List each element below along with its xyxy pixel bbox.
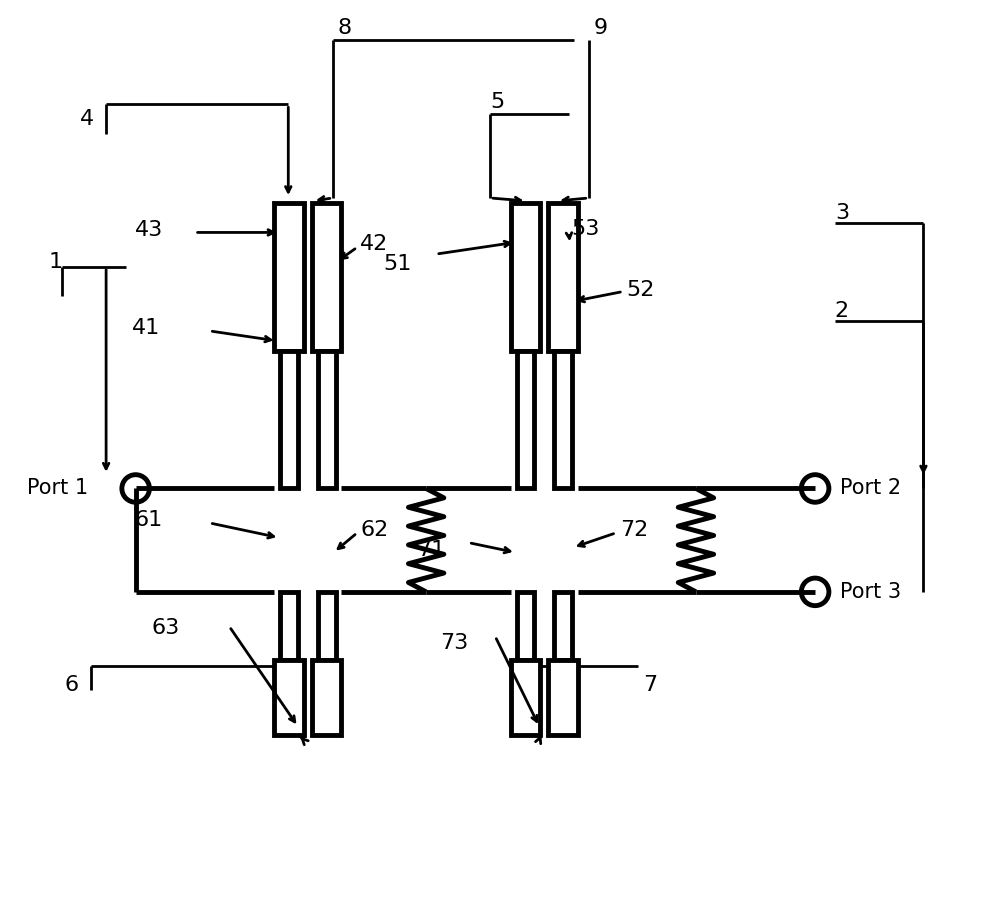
- Bar: [312, 203, 341, 352]
- Text: 41: 41: [132, 318, 160, 338]
- Text: 7: 7: [643, 675, 657, 695]
- Bar: [318, 592, 336, 661]
- Bar: [280, 352, 298, 488]
- Bar: [554, 592, 572, 661]
- Text: 4: 4: [80, 109, 94, 129]
- Text: 71: 71: [418, 540, 446, 560]
- Text: 3: 3: [835, 203, 849, 223]
- Text: 51: 51: [383, 254, 411, 274]
- Text: 53: 53: [571, 219, 599, 239]
- Text: 61: 61: [135, 510, 163, 530]
- Text: 43: 43: [135, 221, 163, 241]
- Text: 9: 9: [594, 17, 608, 37]
- Text: 1: 1: [49, 252, 63, 272]
- Bar: [517, 592, 534, 661]
- Text: 42: 42: [360, 235, 388, 255]
- Bar: [511, 203, 540, 352]
- Text: 63: 63: [152, 618, 180, 638]
- Bar: [554, 352, 572, 488]
- Bar: [280, 592, 298, 661]
- Text: 5: 5: [490, 93, 504, 113]
- Bar: [318, 352, 336, 488]
- Text: Port 2: Port 2: [840, 478, 901, 498]
- Text: 52: 52: [626, 280, 654, 300]
- Bar: [511, 661, 540, 734]
- Text: 72: 72: [620, 520, 648, 540]
- Bar: [517, 352, 534, 488]
- Bar: [548, 661, 578, 734]
- Text: 6: 6: [64, 675, 79, 695]
- Text: 8: 8: [338, 17, 352, 37]
- Bar: [274, 661, 304, 734]
- Text: 73: 73: [440, 633, 468, 653]
- Text: 2: 2: [835, 301, 849, 321]
- Text: 62: 62: [360, 520, 388, 540]
- Bar: [274, 203, 304, 352]
- Bar: [312, 661, 341, 734]
- Text: Port 1: Port 1: [27, 478, 88, 498]
- Text: Port 3: Port 3: [840, 582, 901, 602]
- Bar: [548, 203, 578, 352]
